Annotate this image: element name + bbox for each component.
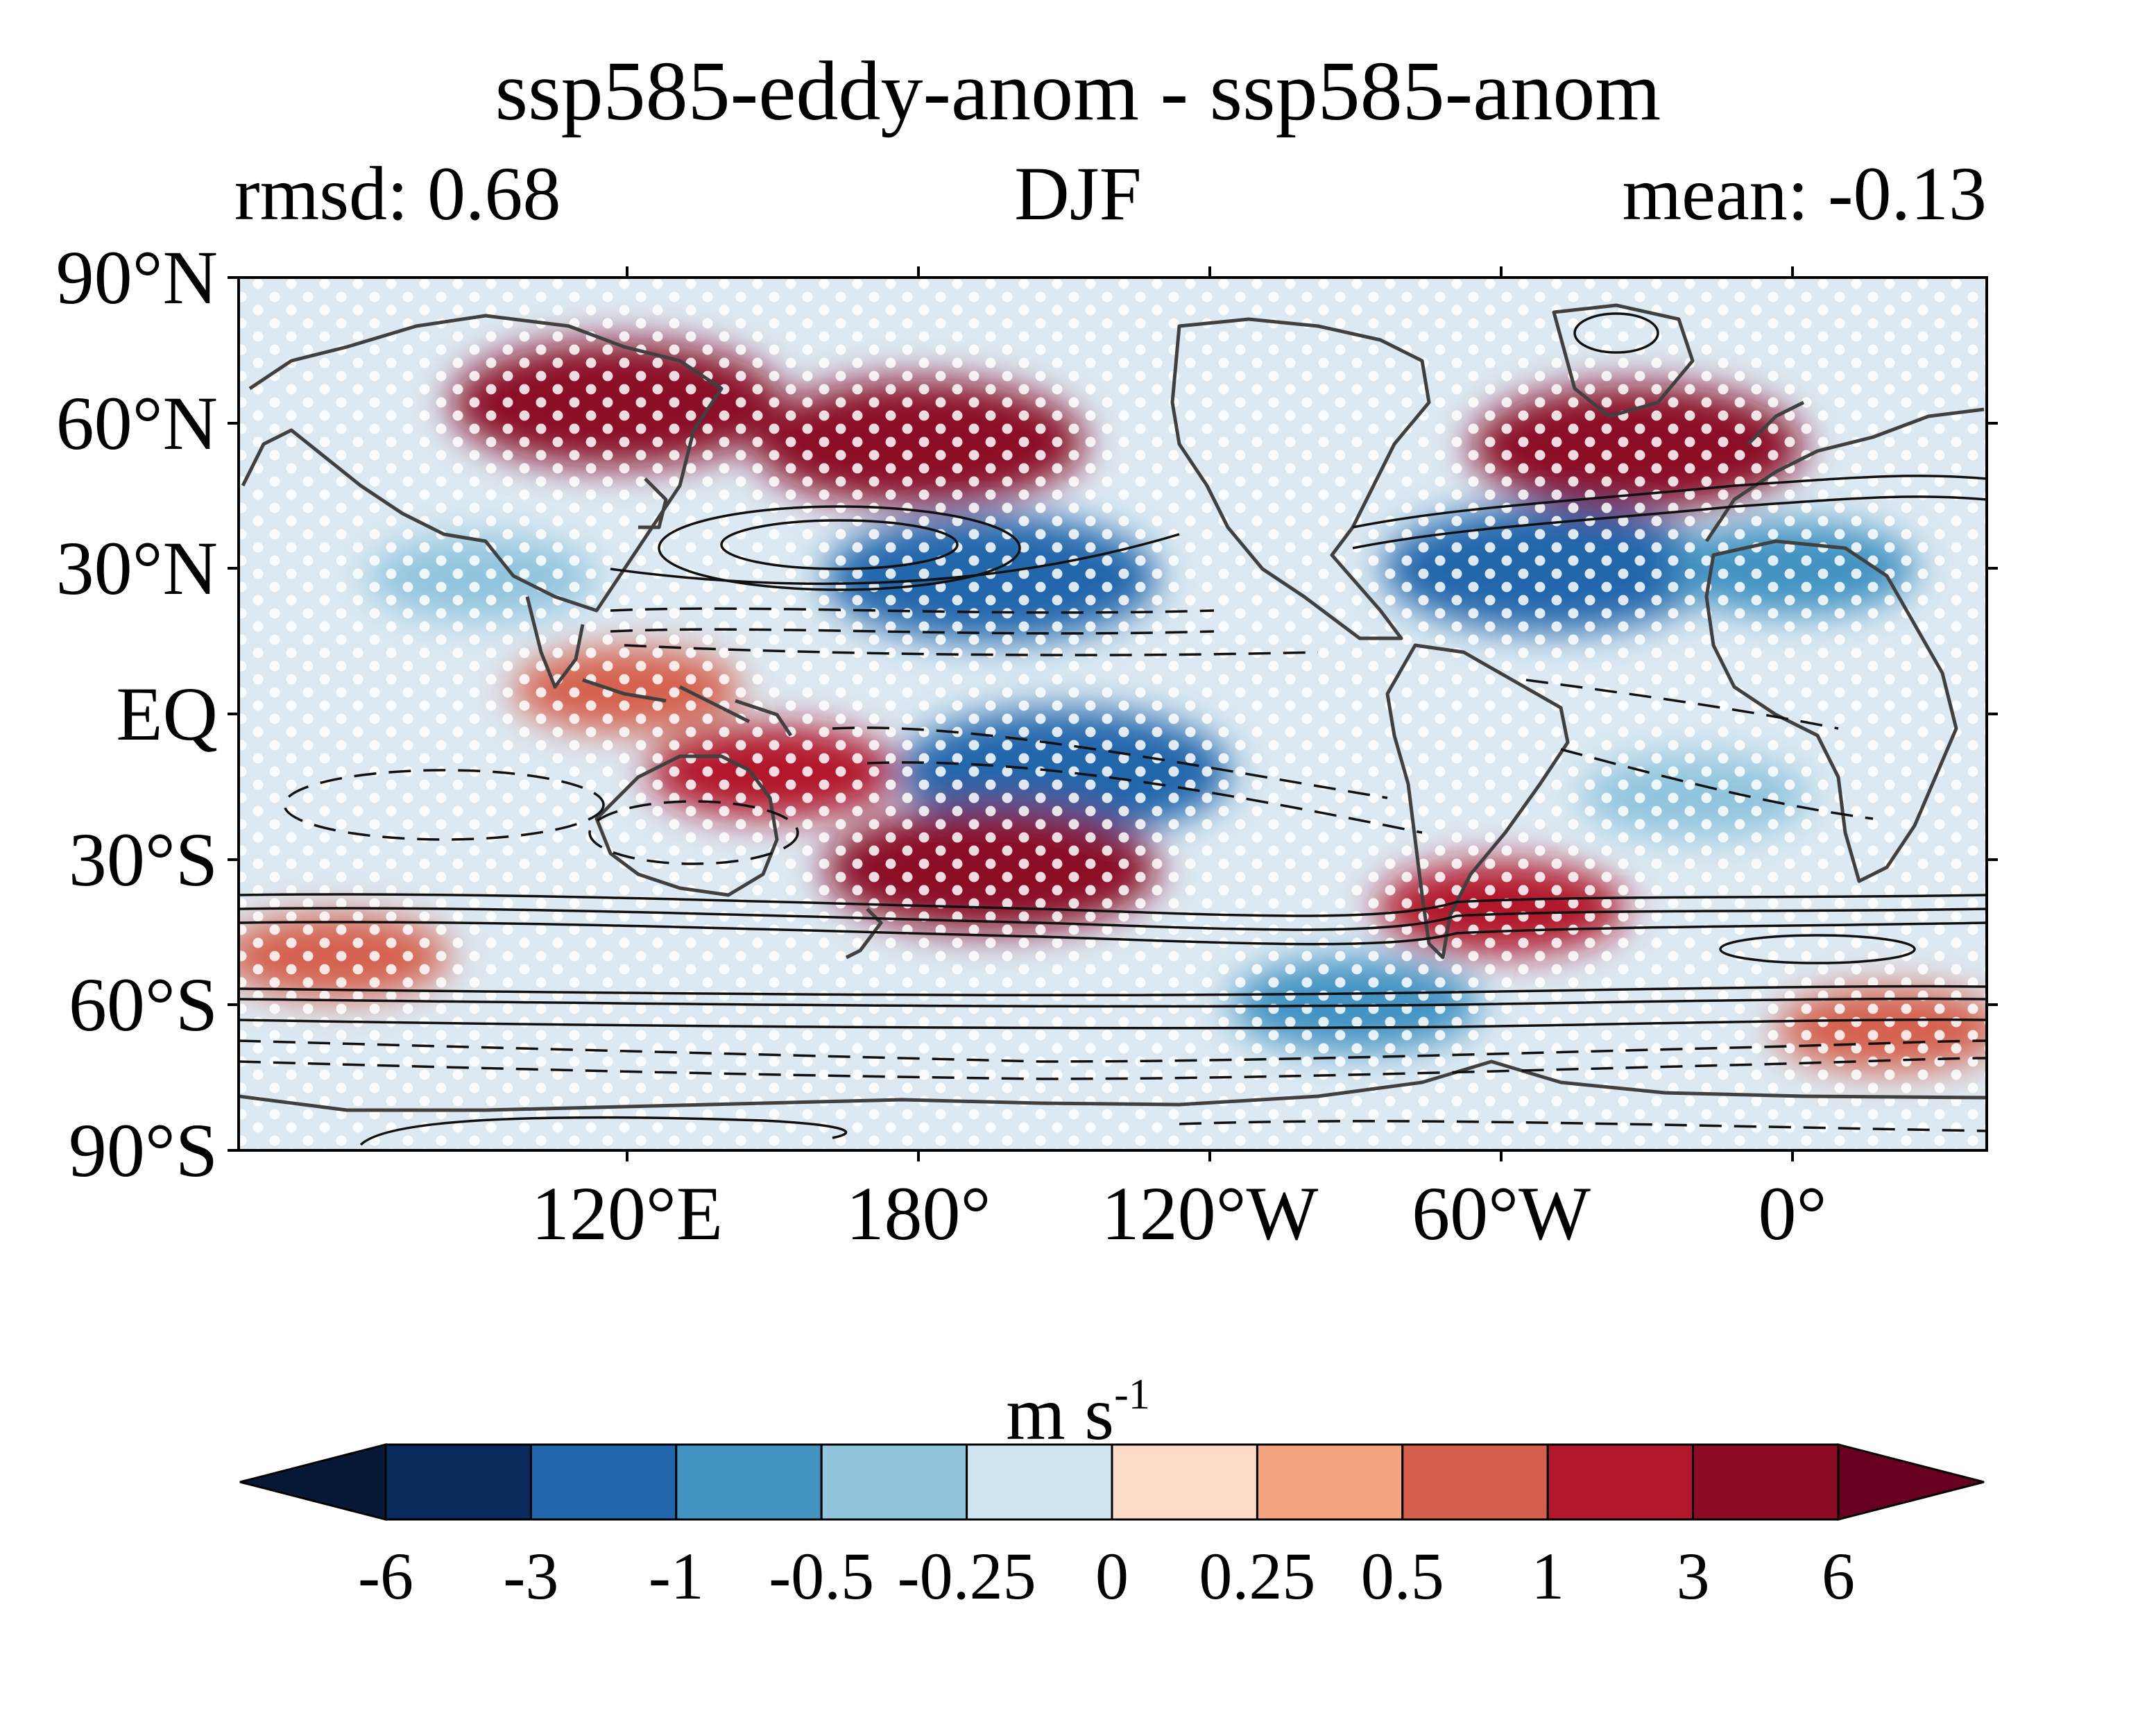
mean-label: mean: -0.13 [1622, 151, 1987, 236]
stippling [239, 278, 1987, 1150]
colorbar-segment-9 [1692, 1443, 1840, 1521]
dashed-contours [239, 607, 1987, 1132]
lat-label-60s: 60°S [68, 962, 218, 1047]
lon-label-120e: 120°E [531, 1171, 724, 1256]
units-exponent: -1 [1114, 1371, 1150, 1418]
lat-label-90s: 90°S [68, 1108, 218, 1193]
colorbar-segment-3 [820, 1443, 968, 1521]
colorbar-tick-label: -0.25 [897, 1539, 1036, 1613]
colorbar-segment-5 [1111, 1443, 1258, 1521]
lat-label-90n: 90°N [55, 235, 218, 320]
colorbar-segment-2 [675, 1443, 823, 1521]
lat-label-30n: 30°N [55, 526, 218, 611]
colorbar-extend-under [239, 1443, 387, 1521]
lon-label-120w: 120°W [1101, 1171, 1319, 1256]
colorbar-tick-label: -6 [358, 1539, 413, 1613]
colorbar-segment-4 [966, 1443, 1113, 1521]
colorbar-tick-label: 1 [1531, 1539, 1565, 1613]
lon-label-0: 0° [1758, 1171, 1827, 1256]
colorbar-tick-label: 0 [1095, 1539, 1129, 1613]
lat-label-eq: EQ [116, 672, 218, 756]
lon-label-60w: 60°W [1412, 1171, 1591, 1256]
plot-title: ssp585-eddy-anom - ssp585-anom [495, 44, 1661, 138]
colorbar-extend-over [1837, 1443, 1985, 1521]
colorbar-tick-label: 0.25 [1199, 1539, 1316, 1613]
colorbar-segment-8 [1546, 1443, 1695, 1521]
rmsd-label: rmsd: 0.68 [234, 151, 561, 236]
map-ticks [228, 266, 1998, 1161]
colorbar-tick-label: -3 [503, 1539, 559, 1613]
colorbar-segment-7 [1401, 1443, 1549, 1521]
colorbar-segment-1 [529, 1443, 678, 1521]
contours [239, 312, 1987, 1146]
lat-label-30s: 30°S [68, 817, 218, 902]
colorbar-tick-label: 6 [1822, 1539, 1855, 1613]
coastlines [239, 303, 1987, 1112]
units-base: m s [1006, 1371, 1115, 1456]
lat-label-60n: 60°N [55, 381, 218, 466]
colorbar-segment-6 [1256, 1443, 1404, 1521]
season-label: DJF [1014, 151, 1142, 236]
colorbar-segment-0 [384, 1443, 532, 1521]
colorbar-tick-label: -1 [648, 1539, 704, 1613]
colorbar-tick-label: 0.5 [1360, 1539, 1444, 1613]
lon-label-180: 180° [846, 1171, 991, 1256]
colorbar-tick-label: 3 [1676, 1539, 1710, 1613]
colorbar-units: m s-1 [0, 1353, 2156, 1455]
colorbar-tick-label: -0.5 [769, 1539, 875, 1613]
